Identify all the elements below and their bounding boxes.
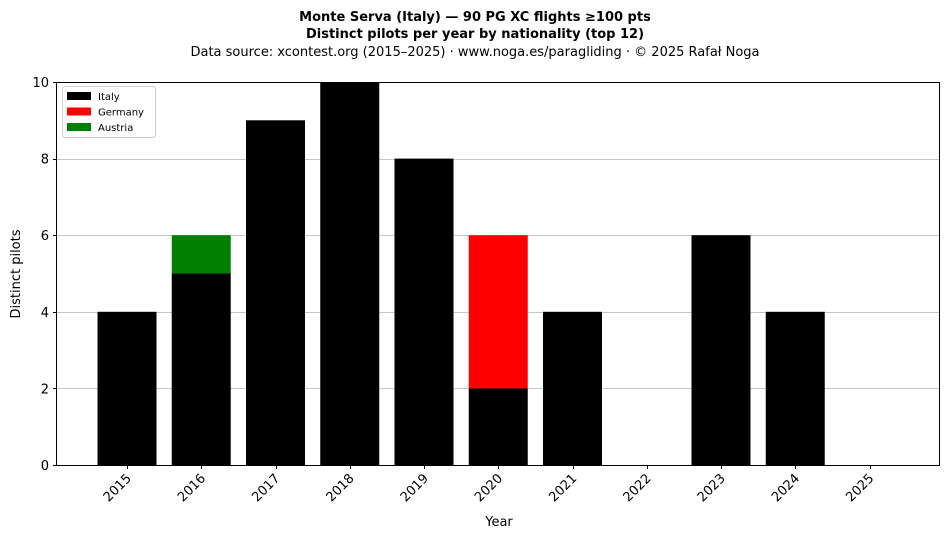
axes: 0 2 4 6 8 10 2015 2016 2017 2018 2019 2020 2021 2022 2… — [32, 76, 877, 505]
x-tick-label-2016: 2016 — [175, 471, 209, 505]
y-tick-label: 6 — [41, 229, 49, 244]
chart-title-line-1: Monte Serva (Italy) — 90 PG XC flights ≥… — [299, 10, 651, 25]
x-tick-label-2020: 2020 — [472, 471, 506, 505]
bar-italy-2016 — [171, 273, 231, 465]
legend-swatch-germany — [67, 107, 91, 116]
bar-italy-2019 — [394, 158, 454, 465]
bar-italy-2020 — [468, 388, 528, 465]
bar-italy-2021 — [543, 311, 602, 465]
y-tick-label: 4 — [41, 306, 49, 321]
x-tick-label-2019: 2019 — [398, 471, 432, 505]
bar-italy-2015 — [97, 311, 157, 465]
x-tick-label-2018: 2018 — [324, 471, 358, 505]
legend-swatch-austria — [67, 123, 91, 131]
x-axis-label: Year — [484, 515, 513, 530]
x-tick-label-2022: 2022 — [621, 471, 655, 505]
x-tick-label-2025: 2025 — [843, 471, 877, 505]
x-tick-label-2024: 2024 — [769, 471, 803, 505]
x-tick-label-2015: 2015 — [101, 471, 135, 505]
bar-italy-2018 — [320, 82, 380, 465]
bar-italy-2023 — [691, 235, 751, 465]
bar-austria-2016 — [171, 235, 231, 274]
x-tick-label-2023: 2023 — [695, 471, 729, 505]
legend-label-austria: Austria — [98, 123, 133, 134]
legend-label-germany: Germany — [98, 108, 144, 119]
legend-swatch-italy — [67, 92, 91, 100]
x-tick-label-2017: 2017 — [249, 471, 283, 505]
bar-italy-2024 — [765, 311, 825, 465]
bar-germany-2020 — [468, 235, 528, 389]
y-tick-label: 8 — [41, 153, 49, 168]
bars — [97, 82, 825, 466]
y-tick-label: 0 — [41, 459, 49, 474]
x-tick-label-2021: 2021 — [546, 471, 580, 505]
y-axis-label: Distinct pilots — [9, 229, 24, 318]
bar-italy-2017 — [246, 120, 305, 466]
legend: Italy Germany Austria — [62, 86, 156, 138]
legend-label-italy: Italy — [98, 92, 120, 103]
y-tick-label: 10 — [32, 76, 49, 91]
y-tick-label: 2 — [41, 382, 49, 397]
chart-subtitle: Data source: xcontest.org (2015–2025) · … — [190, 45, 759, 60]
chart-title-line-2: Distinct pilots per year by nationality … — [306, 27, 644, 42]
